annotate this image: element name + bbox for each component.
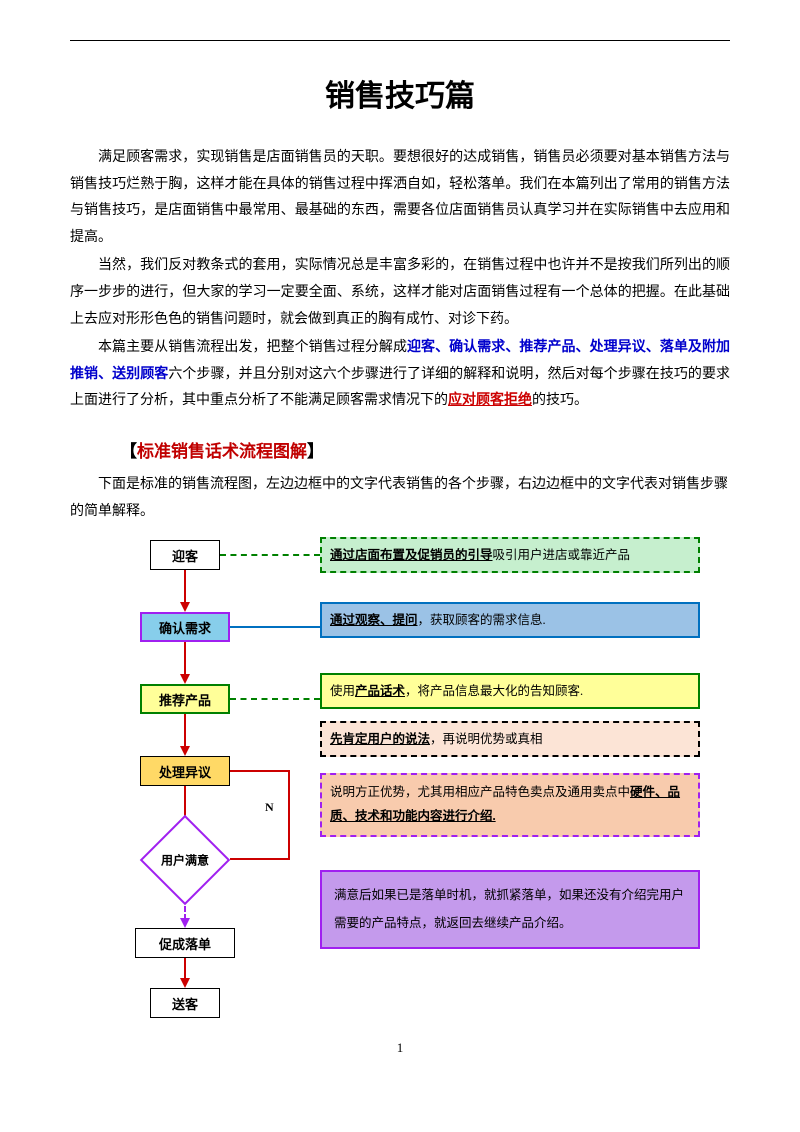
rejection-skill: 应对顾客拒绝	[448, 393, 532, 408]
e2-key: 通过观察、提问	[330, 613, 418, 627]
arrow-head-6	[180, 978, 190, 988]
e2-rest: ，获取顾客的需求信息.	[418, 613, 546, 627]
n-branch-v	[288, 770, 290, 860]
e3-pre: 使用	[330, 684, 355, 698]
section-heading: 【标准销售话术流程图解】	[120, 437, 730, 462]
n-branch-h1	[230, 770, 290, 772]
e4-rest: ，再说明优势或真相	[430, 732, 543, 746]
e4-key: 先肯定用户的说法	[330, 732, 430, 746]
top-rule	[70, 40, 730, 41]
e1-rest: 吸引用户进店或靠近产品	[493, 548, 631, 562]
section-text: 标准销售话术流程图解	[137, 442, 307, 461]
connector-2	[230, 626, 320, 628]
decision-label: 用户满意	[140, 852, 230, 869]
step-welcome: 迎客	[150, 540, 220, 570]
arrow-line-2	[184, 642, 186, 675]
explain-welcome: 通过店面布置及促销员的引导吸引用户进店或靠近产品	[320, 537, 700, 573]
e5-pre: 说明方正优势，尤其用相应产品特色卖点及通用卖点中	[330, 785, 630, 799]
arrow-head-3	[180, 746, 190, 756]
paragraph-2: 当然，我们反对教条式的套用，实际情况总是丰富多彩的，在销售过程中也许并不是按我们…	[70, 253, 730, 333]
connector-3	[230, 698, 320, 700]
arrow-line-3	[184, 714, 186, 747]
arrow-head-1	[180, 602, 190, 612]
arrow-head-5	[180, 918, 190, 928]
e1-key: 通过店面布置及促销员的引导	[330, 548, 493, 562]
paragraph-3: 本篇主要从销售流程出发，把整个销售过程分解成迎客、确认需求、推荐产品、处理异议、…	[70, 335, 730, 415]
p3-text-c: 的技巧。	[532, 393, 588, 408]
section-intro: 下面是标准的销售流程图，左边边框中的文字代表销售的各个步骤，右边边框中的文字代表…	[70, 472, 730, 525]
explain-objection-1: 先肯定用户的说法，再说明优势或真相	[320, 721, 700, 757]
explain-confirm: 通过观察、提问，获取顾客的需求信息.	[320, 602, 700, 638]
explain-recommend: 使用产品话术，将产品信息最大化的告知顾客.	[320, 673, 700, 709]
decision-satisfied: 用户满意	[140, 835, 230, 885]
arrow-line-6	[184, 958, 186, 980]
step-recommend: 推荐产品	[140, 684, 230, 714]
n-branch-h2	[230, 858, 290, 860]
step-handle-objection: 处理异议	[140, 756, 230, 786]
explain-close: 满意后如果已是落单时机，就抓紧落单，如果还没有介绍完用户需要的产品特点，就返回去…	[320, 870, 700, 949]
e3-rest: ，将产品信息最大化的告知顾客.	[405, 684, 583, 698]
p3-text-b: 六个步骤，并且分别对这六个步骤进行了详细的解释和说明，然后对每个步骤在技巧的要求…	[70, 367, 730, 409]
page-number: 1	[70, 1040, 730, 1056]
flowchart: N 迎客 确认需求 推荐产品 处理异议 用户满意 促成落单 送客 通过店面布置及…	[70, 540, 730, 1020]
step-farewell: 送客	[150, 988, 220, 1018]
explain-objection-2: 说明方正优势，尤其用相应产品特色卖点及通用卖点中硬件、品质、技术和功能内容进行介…	[320, 773, 700, 837]
connector-1	[220, 554, 320, 556]
arrow-head-2	[180, 674, 190, 684]
step-confirm-needs: 确认需求	[140, 612, 230, 642]
paragraph-1: 满足顾客需求，实现销售是店面销售员的天职。要想很好的达成销售，销售员必须要对基本…	[70, 145, 730, 251]
step-close-deal: 促成落单	[135, 928, 235, 958]
page-title: 销售技巧篇	[70, 71, 730, 115]
n-label: N	[265, 800, 274, 815]
p3-text-a: 本篇主要从销售流程出发，把整个销售过程分解成	[98, 340, 407, 355]
e3-key: 产品话术	[355, 684, 405, 698]
arrow-line-1	[184, 570, 186, 603]
